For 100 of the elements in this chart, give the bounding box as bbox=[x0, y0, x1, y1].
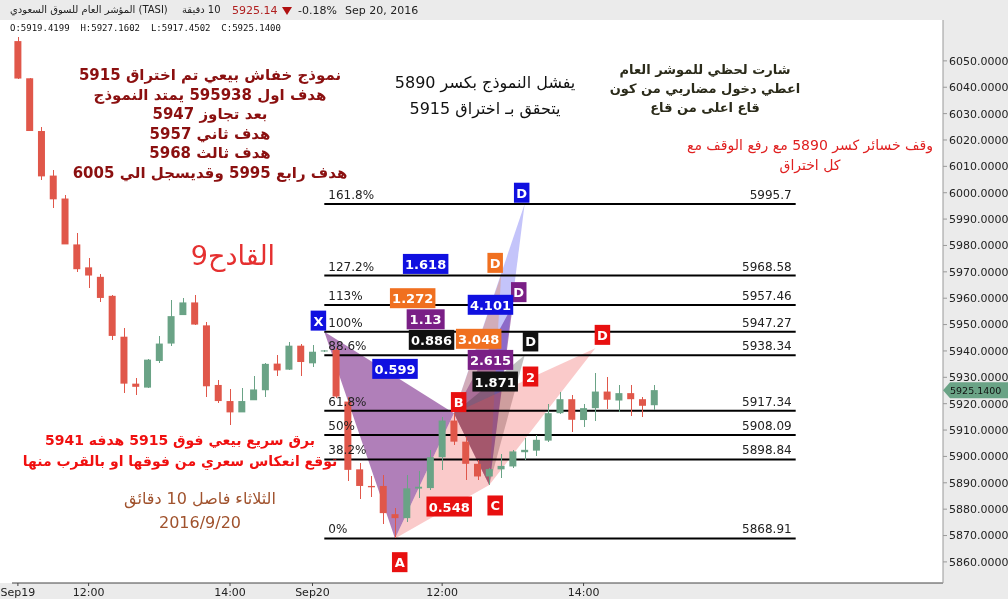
annotation: 4.101 bbox=[469, 297, 512, 313]
annotation: X bbox=[313, 313, 324, 329]
annotation: الثلاثاء فاصل 10 دقائق 2016/9/20 bbox=[124, 489, 276, 532]
y-tick-label: 6020.0000 bbox=[949, 133, 1008, 147]
candlestick bbox=[49, 169, 57, 209]
ref-line-label: 5947.27 bbox=[742, 315, 792, 330]
y-tick-label: 6000.0000 bbox=[949, 186, 1008, 200]
candlestick bbox=[591, 372, 599, 422]
candlestick bbox=[615, 384, 623, 413]
annotation: 0.548 bbox=[428, 499, 470, 515]
annotation: 1.618 bbox=[405, 256, 447, 272]
y-tick-label: 6040.0000 bbox=[949, 81, 1008, 95]
annotation: D bbox=[513, 285, 525, 301]
annotation: 127.2% bbox=[328, 259, 375, 274]
candlestick bbox=[238, 387, 246, 413]
chart-title: المؤشر العام للسوق السعودي (TASI) bbox=[10, 4, 168, 15]
y-tick-label: 5860.0000 bbox=[949, 555, 1008, 569]
annotation: 1.272 bbox=[392, 291, 434, 307]
ref-line-label: 5917.34 bbox=[742, 394, 792, 409]
annotation: 0% bbox=[328, 522, 348, 537]
candlestick bbox=[556, 391, 564, 415]
annotation: 0.886 bbox=[410, 332, 453, 348]
annotation: القادح9 bbox=[190, 240, 276, 271]
y-tick-label: 5970.0000 bbox=[949, 265, 1008, 279]
candlestick bbox=[155, 335, 163, 364]
candlestick bbox=[285, 341, 293, 371]
text: Sep 20, 2016 bbox=[345, 4, 419, 17]
ref-line-label: 5938.34 bbox=[742, 339, 792, 354]
annotation: 1.13 bbox=[409, 312, 442, 328]
y-tick-label: 5890.0000 bbox=[949, 476, 1008, 490]
candlestick bbox=[226, 388, 234, 426]
candlestick bbox=[356, 462, 364, 500]
x-tick-label: 14:00 bbox=[214, 585, 246, 599]
annotation: 113% bbox=[328, 288, 363, 303]
candlestick bbox=[509, 449, 517, 469]
x-tick-label: 14:00 bbox=[567, 585, 600, 599]
candlestick bbox=[297, 343, 305, 377]
annotation: C bbox=[490, 498, 500, 514]
y-tick-label: 5980.0000 bbox=[949, 239, 1008, 253]
annotation: نموذج خفاش بيعي تم اختراق 5915 هدف اول 595938 يمتد النموذج بعد تجاوز 5947 هدف ثاني 5957 هدف ثالث 5968 هدف رابع 5995 وقديسجل الي 6005 bbox=[71, 66, 349, 183]
candlestick bbox=[650, 384, 658, 411]
candlestick bbox=[568, 394, 576, 433]
y-tick-label: 6030.0000 bbox=[949, 107, 1008, 121]
candlestick bbox=[462, 436, 470, 481]
candlestick bbox=[580, 403, 588, 428]
candlestick bbox=[450, 412, 458, 446]
y-tick-label: 5920.0000 bbox=[949, 397, 1008, 411]
annotation: وقف خسائر كسر 5890 مع رفع الوقف مع كل اختراق bbox=[686, 137, 934, 173]
ref-line-label: 5995.7 bbox=[749, 188, 792, 203]
candlestick bbox=[391, 507, 399, 539]
annotation: 88.6% bbox=[328, 339, 367, 354]
candlestick bbox=[96, 273, 104, 303]
y-tick-label: 5940.0000 bbox=[949, 344, 1008, 358]
y-tick-label: 5910.0000 bbox=[949, 423, 1008, 437]
x-tick-label: 12:00 bbox=[426, 585, 458, 599]
annotation: D bbox=[525, 334, 537, 350]
candlestick bbox=[191, 294, 199, 326]
ref-line-label: 5868.91 bbox=[742, 522, 792, 537]
chart-subtitle: 10 دقيقة bbox=[182, 4, 221, 15]
candlestick bbox=[474, 459, 481, 481]
candlestick bbox=[309, 344, 317, 367]
y-tick-label: 5880.0000 bbox=[949, 503, 1008, 517]
y-tick-label: 6010.0000 bbox=[949, 160, 1008, 174]
annotation: 161.8% bbox=[328, 188, 375, 203]
annotation: D bbox=[597, 327, 609, 343]
candlestick bbox=[85, 257, 93, 289]
annotation: O:5919.4199 H:5927.1602 L:5917.4502 C:5925.1400 bbox=[10, 23, 281, 33]
y-tick-label: 5900.0000 bbox=[949, 450, 1008, 464]
y-tick-label: 6050.0000 bbox=[949, 54, 1008, 68]
text: 5925.14 bbox=[232, 4, 278, 17]
annotation: 2.615 bbox=[469, 352, 512, 368]
annotation: A bbox=[394, 555, 405, 571]
y-tick-label: 5870.0000 bbox=[949, 529, 1008, 543]
candlestick bbox=[214, 379, 222, 404]
ref-line-label: 5898.84 bbox=[742, 443, 792, 458]
candlestick bbox=[415, 470, 423, 499]
candlestick bbox=[532, 434, 540, 457]
candlestick bbox=[603, 376, 611, 410]
y-tick-label: 5950.0000 bbox=[949, 318, 1008, 332]
annotation: 100% bbox=[328, 315, 363, 330]
x-tick-label: 12:00 bbox=[72, 585, 105, 599]
x-tick-label: Sep20 bbox=[295, 585, 330, 599]
x-tick-label: Sep19 bbox=[0, 585, 36, 599]
annotation: 61.8% bbox=[328, 394, 367, 409]
annotation: شارت لحظي للموشر العام اعطي دخول مضاربي من كون قاع اعلى من قاع bbox=[608, 61, 802, 117]
y-tick-label: 5930.0000 bbox=[949, 371, 1008, 385]
annotation: B bbox=[453, 395, 464, 411]
annotation: D bbox=[516, 185, 528, 201]
annotation: 1.871 bbox=[474, 374, 516, 390]
annotation: 0.599 bbox=[374, 361, 416, 377]
annotation: D bbox=[489, 255, 501, 271]
ref-line-label: 5957.46 bbox=[742, 288, 792, 303]
annotation: 2 bbox=[526, 369, 536, 385]
y-tick-label: 5960.0000 bbox=[949, 292, 1008, 306]
candlestick bbox=[627, 384, 635, 417]
ref-line-label: 5908.09 bbox=[742, 419, 792, 434]
candlestick bbox=[638, 396, 646, 418]
annotation: 3.048 bbox=[458, 331, 500, 347]
text: 5925.1400 bbox=[950, 385, 1002, 397]
annotation: يفشل النموذج بكسر 5890 يتحقق بـ اختراق 5915 bbox=[394, 73, 576, 118]
